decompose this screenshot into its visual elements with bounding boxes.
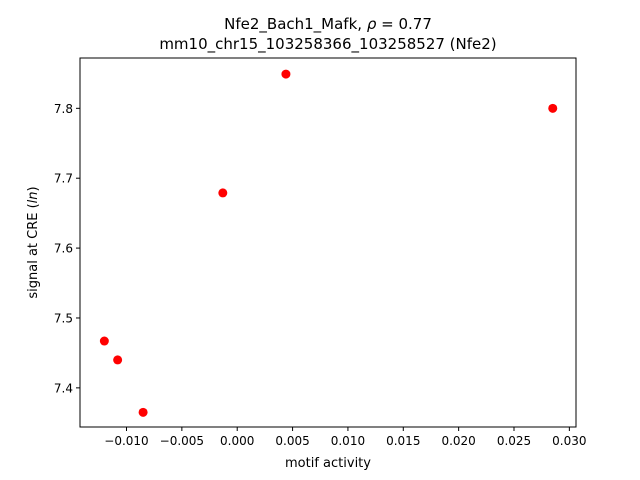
data-point [113, 355, 123, 365]
chart-title-rho-value: = 0.77 [376, 15, 432, 33]
x-axis-label: motif activity [285, 456, 371, 471]
data-point [548, 103, 558, 113]
data-points [99, 69, 558, 417]
x-tick-label: 0.000 [220, 434, 254, 448]
x-tick-label: 0.030 [552, 434, 586, 448]
y-axis-label-prefix: signal at CRE ( [26, 203, 41, 298]
data-point [281, 69, 291, 79]
y-tick-label: 7.5 [54, 311, 73, 325]
data-point [138, 407, 148, 417]
chart-title-main: Nfe2_Bach1_Mafk, [224, 15, 367, 34]
x-tick-label: 0.020 [441, 434, 475, 448]
x-tick-label: 0.010 [331, 434, 365, 448]
y-tick-label: 7.6 [54, 242, 73, 256]
y-axis-label-italic: ln [26, 191, 41, 203]
data-point [99, 336, 109, 346]
y-axis-label: signal at CRE (ln) [26, 186, 41, 298]
y-axis-label-suffix: ) [26, 186, 41, 191]
chart-subtitle: mm10_chr15_103258366_103258527 (Nfe2) [159, 35, 496, 54]
x-tick-label: −0.010 [104, 434, 148, 448]
data-point [218, 188, 228, 198]
chart-title-rho-symbol: ρ [367, 15, 377, 33]
plot-frame [79, 57, 577, 428]
y-tick-label: 7.4 [54, 381, 73, 395]
axis-ticks: −0.010 −0.005 0.000 0.005 0.010 0.015 0.020 0.0… [54, 102, 587, 448]
x-tick-label: −0.005 [160, 434, 204, 448]
x-tick-label: 0.015 [386, 434, 420, 448]
chart-title: Nfe2_Bach1_Mafk, ρ = 0.77 [224, 15, 432, 34]
y-tick-label: 7.7 [54, 172, 73, 186]
x-tick-label: 0.025 [497, 434, 531, 448]
y-tick-label: 7.8 [54, 102, 73, 116]
x-tick-label: 0.005 [275, 434, 309, 448]
